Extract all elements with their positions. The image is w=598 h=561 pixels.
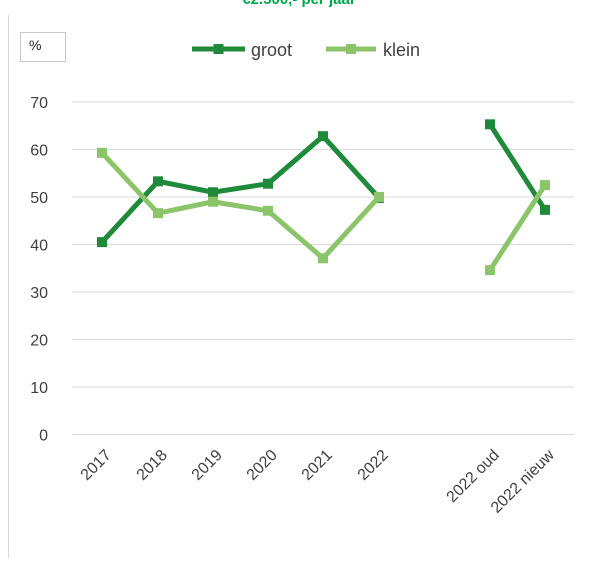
point-groot-7 bbox=[485, 119, 495, 130]
point-groot-5 bbox=[318, 131, 328, 142]
y-tick-label-10: 10 bbox=[30, 380, 48, 397]
point-klein-7 bbox=[485, 265, 495, 276]
y-tick-label-50: 50 bbox=[30, 190, 48, 207]
legend-label-groot: groot bbox=[251, 40, 292, 60]
point-klein-1 bbox=[97, 147, 107, 158]
legend-marker-groot bbox=[213, 44, 224, 54]
point-klein-3 bbox=[208, 196, 218, 207]
top-caption: €2.500,- per jaar bbox=[0, 0, 598, 8]
point-groot-4 bbox=[263, 178, 273, 189]
y-tick-label-70: 70 bbox=[30, 95, 48, 112]
x-tick-label-2: 2018 bbox=[134, 447, 171, 484]
gridlines bbox=[72, 101, 574, 435]
chart-frame bbox=[8, 15, 579, 558]
legend-label-klein: klein bbox=[383, 40, 420, 60]
x-tick-label-4: 2020 bbox=[244, 447, 281, 484]
point-klein-2 bbox=[153, 208, 163, 219]
x-tick-label-1: 2017 bbox=[78, 447, 115, 484]
point-klein-5 bbox=[318, 253, 328, 264]
x-tick-label-7: 2022 oud bbox=[444, 447, 503, 506]
point-groot-8 bbox=[540, 204, 550, 215]
point-klein-4 bbox=[263, 205, 273, 216]
y-tick-label-60: 60 bbox=[30, 143, 48, 160]
series-lines bbox=[97, 119, 550, 276]
point-klein-8 bbox=[540, 180, 550, 191]
legend: groot klein bbox=[192, 40, 420, 60]
x-tick-label-3: 2019 bbox=[189, 447, 226, 484]
y-tick-label-0: 0 bbox=[39, 428, 48, 445]
y-tick-label-20: 20 bbox=[30, 333, 48, 350]
series-line-groot-1 bbox=[100, 133, 381, 244]
y-axis-ticks: 0 10 20 30 40 50 60 70 bbox=[30, 95, 48, 445]
point-groot-2 bbox=[153, 176, 163, 187]
point-groot-3 bbox=[208, 187, 218, 198]
x-tick-label-5: 2021 bbox=[299, 447, 336, 484]
point-klein-6 bbox=[374, 192, 384, 202]
point-groot-1 bbox=[97, 237, 107, 248]
series-line-klein-2 bbox=[487, 183, 548, 272]
y-tick-label-40: 40 bbox=[30, 238, 48, 255]
y-tick-label-30: 30 bbox=[30, 285, 48, 302]
series-line-klein-1 bbox=[100, 151, 381, 261]
legend-marker-klein bbox=[346, 44, 356, 54]
unit-label-box: % bbox=[20, 32, 66, 62]
x-tick-label-6: 2022 bbox=[355, 447, 392, 484]
